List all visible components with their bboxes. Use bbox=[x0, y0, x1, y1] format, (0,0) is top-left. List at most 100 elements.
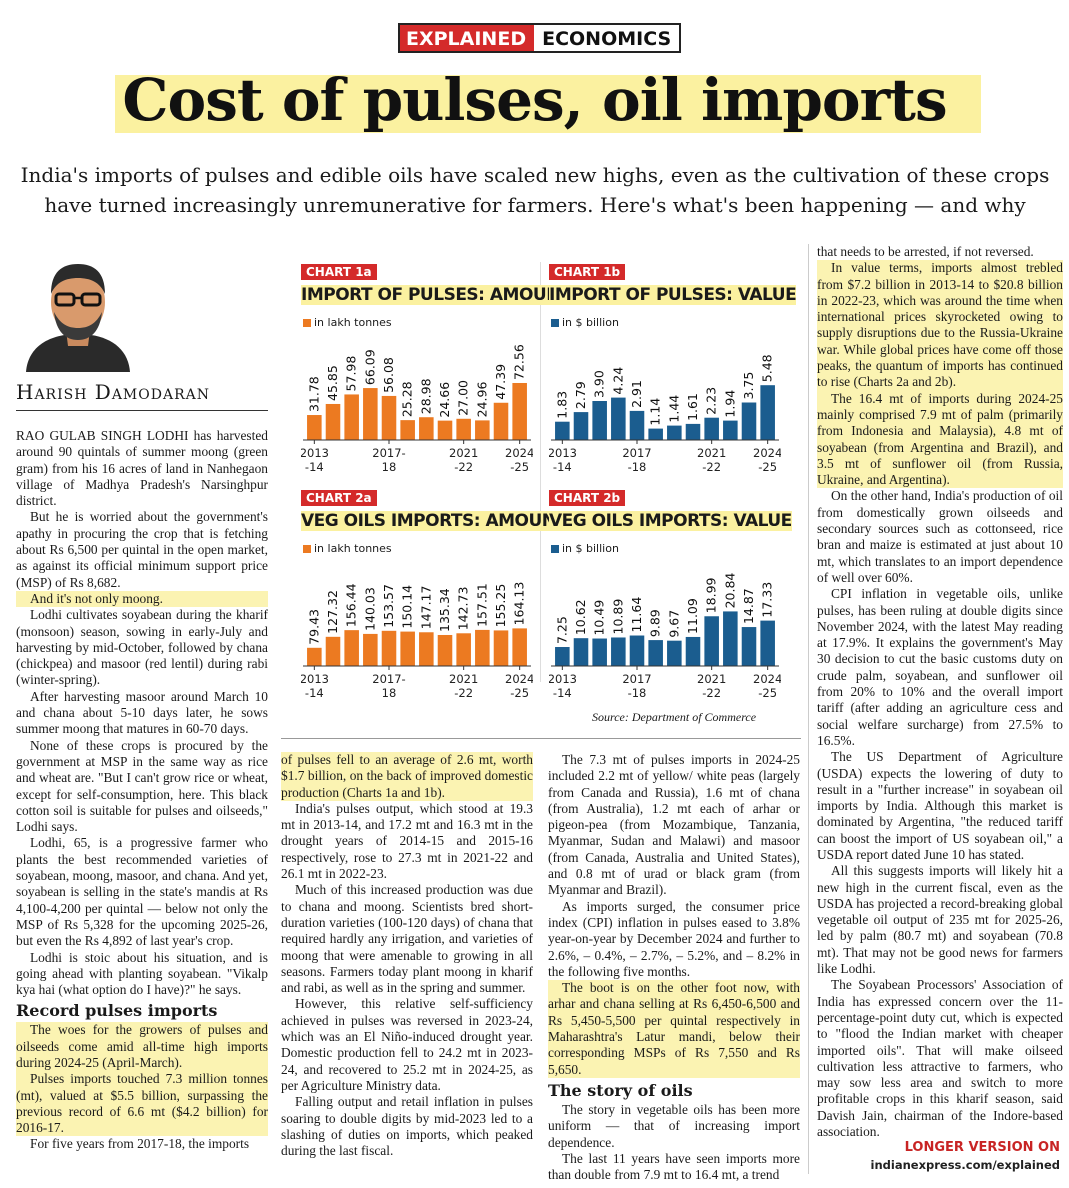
tick-label: 2024 bbox=[753, 672, 781, 686]
paragraph: But he is worried about the government's… bbox=[16, 509, 268, 590]
bar-value-label: 9.67 bbox=[666, 610, 681, 638]
chart-bar bbox=[629, 635, 645, 666]
tick-label: -18 bbox=[628, 686, 647, 700]
paragraph: In value terms, imports almost trebled f… bbox=[817, 260, 1063, 391]
chart-bar bbox=[592, 638, 607, 666]
paragraph: On the other hand, India's production of… bbox=[817, 488, 1063, 585]
chart-bar bbox=[381, 630, 397, 666]
chart-tag: CHART 2b bbox=[549, 490, 626, 506]
chart-bar bbox=[512, 628, 527, 666]
chart-plot: 31.78 45.85 57.98 66.09 56.08 25.28 28.98 24.66… bbox=[301, 344, 533, 474]
bar-value-label: 140.03 bbox=[362, 587, 377, 631]
tick-label: 2017 bbox=[622, 446, 651, 460]
chart-title: VEG OILS IMPORTS: VALUE bbox=[549, 511, 792, 531]
tick-label: -22 bbox=[454, 460, 473, 474]
chart-bar bbox=[555, 647, 570, 666]
chart-bar bbox=[307, 647, 322, 666]
tick-label: -22 bbox=[702, 460, 721, 474]
chart-bar bbox=[573, 638, 589, 666]
chart-bar bbox=[363, 388, 378, 440]
chart-bar bbox=[704, 616, 719, 666]
tick-label: 2017 bbox=[622, 672, 651, 686]
chart-bar bbox=[741, 627, 757, 666]
chart-plot: 7.25 10.62 10.49 10.89 11.64 9.89 9.67 11.09 18.… bbox=[549, 573, 781, 700]
paragraph: After harvesting masoor around March 10 … bbox=[16, 688, 268, 737]
bar-value-label: 127.32 bbox=[325, 590, 340, 634]
paragraph: Lodhi cultivates soyabean during the kha… bbox=[16, 607, 268, 688]
chart-bar bbox=[419, 632, 434, 666]
chart-bar bbox=[325, 636, 341, 666]
bar-value-label: 10.49 bbox=[592, 600, 607, 636]
headline: Cost of pulses, oil imports bbox=[122, 66, 947, 134]
tick-label: 2013 bbox=[301, 446, 329, 460]
bar-value-label: 1.44 bbox=[666, 395, 681, 423]
paragraph: The 7.3 mt of pulses imports in 2024-25 … bbox=[548, 752, 800, 898]
paragraph: Pulses imports touched 7.3 million tonne… bbox=[16, 1071, 268, 1137]
tick-label: -18 bbox=[628, 460, 647, 474]
tick-label: -14 bbox=[305, 686, 324, 700]
tick-label: 2013 bbox=[301, 672, 329, 686]
chart-1b: CHART 1b IMPORT OF PULSES: VALUE in $ bi… bbox=[549, 264, 797, 484]
bar-value-label: 147.17 bbox=[418, 586, 433, 630]
chart-bar bbox=[648, 428, 663, 440]
bar-value-label: 10.89 bbox=[610, 599, 625, 635]
chart-bar bbox=[573, 412, 589, 440]
tick-label: -25 bbox=[510, 460, 529, 474]
tick-label: -22 bbox=[702, 686, 721, 700]
bar-value-label: 155.25 bbox=[493, 584, 508, 628]
article-column-1: RAO GULAB SINGH LODHI has harvested arou… bbox=[16, 428, 268, 1153]
bar-value-label: 9.89 bbox=[648, 609, 663, 637]
paragraph: India's pulses output, which stood at 19… bbox=[281, 800, 533, 882]
chart-bar bbox=[363, 633, 378, 666]
tick-label: 18 bbox=[382, 460, 397, 474]
tick-label: -22 bbox=[454, 686, 473, 700]
chart-tag: CHART 1b bbox=[549, 264, 626, 280]
chart-bar bbox=[475, 420, 490, 440]
chart-1a: CHART 1a IMPORT OF PULSES: AMOUNT in lak… bbox=[301, 264, 572, 484]
chart-bar bbox=[493, 402, 509, 440]
chart-bottom-rule bbox=[281, 738, 801, 739]
bar-value-label: 153.57 bbox=[381, 584, 396, 628]
bar-value-label: 2.79 bbox=[573, 381, 588, 409]
bar-value-label: 5.48 bbox=[760, 354, 775, 382]
article-column-3: The 7.3 mt of pulses imports in 2024-25 … bbox=[548, 752, 800, 1183]
paragraph: The 16.4 mt of imports during 2024-25 ma… bbox=[817, 390, 1063, 489]
chart-legend: in lakh tonnes bbox=[303, 316, 392, 329]
bar-value-label: 79.43 bbox=[306, 609, 321, 645]
paragraph: However, this relative self-sufficiency … bbox=[281, 996, 533, 1093]
chart-bar bbox=[493, 630, 509, 666]
chart-bar bbox=[648, 640, 663, 666]
bar-value-label: 2.91 bbox=[629, 380, 644, 408]
paragraph: The Soyabean Processors' Association of … bbox=[817, 977, 1063, 1140]
bar-value-label: 11.64 bbox=[629, 597, 644, 633]
chart-bar bbox=[400, 631, 415, 666]
bar-value-label: 24.66 bbox=[437, 382, 452, 418]
bar-value-label: 56.08 bbox=[381, 357, 396, 393]
paragraph: The last 11 years have seen imports more… bbox=[548, 1150, 800, 1183]
paragraph: All this suggests imports will likely hi… bbox=[817, 863, 1063, 977]
paragraph: that needs to be arrested, if not revers… bbox=[817, 244, 1034, 259]
bar-value-label: 164.13 bbox=[512, 582, 527, 626]
bar-value-label: 1.14 bbox=[648, 398, 663, 426]
bar-value-label: 142.73 bbox=[456, 587, 471, 631]
tick-label: -25 bbox=[758, 460, 777, 474]
tick-label: -14 bbox=[553, 460, 572, 474]
article-column-2: of pulses fell to an average of 2.6 mt, … bbox=[281, 752, 533, 1159]
chart-bar bbox=[723, 420, 738, 440]
chart-bar bbox=[400, 420, 415, 440]
bar-value-label: 11.09 bbox=[685, 598, 700, 634]
bar-value-label: 3.90 bbox=[592, 370, 607, 398]
longer-version-link[interactable]: indianexpress.com/explained bbox=[870, 1158, 1060, 1172]
paragraph: And it's not only moong. bbox=[16, 590, 268, 608]
author-divider bbox=[16, 410, 268, 411]
bar-value-label: 31.78 bbox=[306, 376, 321, 412]
headline-highlight bbox=[115, 75, 981, 133]
bar-value-label: 157.51 bbox=[474, 583, 489, 627]
tick-label: 2024 bbox=[505, 672, 533, 686]
bar-value-label: 2.23 bbox=[704, 387, 719, 415]
chart-title: IMPORT OF PULSES: AMOUNT bbox=[301, 285, 572, 305]
chart-bar bbox=[667, 640, 682, 666]
chart-title: IMPORT OF PULSES: VALUE bbox=[549, 285, 797, 305]
bar-value-label: 24.96 bbox=[474, 382, 489, 418]
chart-bar bbox=[760, 385, 775, 440]
